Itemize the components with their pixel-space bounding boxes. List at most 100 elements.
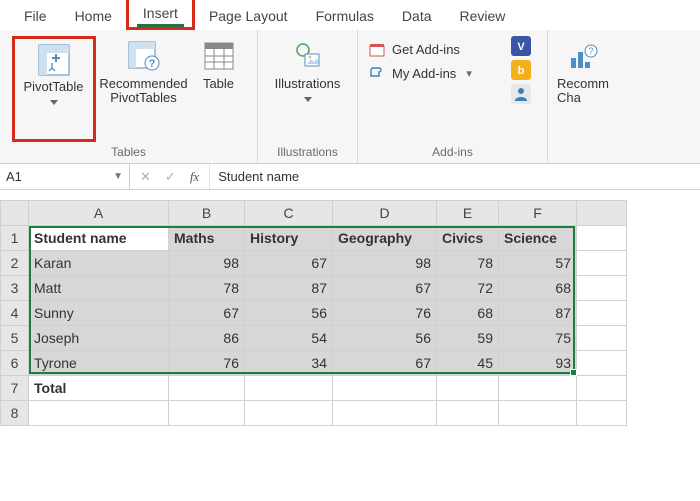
cell[interactable]: Science xyxy=(499,226,577,251)
cell[interactable]: Sunny xyxy=(29,301,169,326)
cell[interactable]: 93 xyxy=(499,351,577,376)
cell[interactable]: 56 xyxy=(333,326,437,351)
cell[interactable]: 68 xyxy=(437,301,499,326)
cell[interactable] xyxy=(169,376,245,401)
cell[interactable] xyxy=(245,376,333,401)
cell[interactable]: 68 xyxy=(499,276,577,301)
column-header[interactable]: B xyxy=(169,201,245,226)
cell[interactable]: 78 xyxy=(169,276,245,301)
cell[interactable] xyxy=(577,301,627,326)
get-addins-button[interactable]: Get Add-ins xyxy=(368,40,493,58)
column-header[interactable]: F xyxy=(499,201,577,226)
cell[interactable] xyxy=(29,401,169,426)
row-header[interactable]: 7 xyxy=(1,376,29,401)
column-header[interactable]: E xyxy=(437,201,499,226)
bing-icon[interactable]: b xyxy=(511,60,533,82)
column-header[interactable]: C xyxy=(245,201,333,226)
tab-data[interactable]: Data xyxy=(388,3,446,30)
cell[interactable]: 67 xyxy=(333,276,437,301)
row-header[interactable]: 4 xyxy=(1,301,29,326)
group-label-tables: Tables xyxy=(111,142,146,163)
cell[interactable]: 45 xyxy=(437,351,499,376)
cell[interactable]: 75 xyxy=(499,326,577,351)
cell[interactable]: 67 xyxy=(169,301,245,326)
tab-formulas[interactable]: Formulas xyxy=(302,3,388,30)
cell[interactable]: Maths xyxy=(169,226,245,251)
cell[interactable] xyxy=(437,401,499,426)
cell[interactable]: 56 xyxy=(245,301,333,326)
cell[interactable]: 87 xyxy=(245,276,333,301)
cancel-icon[interactable]: ✕ xyxy=(140,169,151,185)
tab-review[interactable]: Review xyxy=(446,3,520,30)
cell[interactable]: 67 xyxy=(245,251,333,276)
row-header[interactable]: 3 xyxy=(1,276,29,301)
tab-home[interactable]: Home xyxy=(61,3,126,30)
cell[interactable]: History xyxy=(245,226,333,251)
cell[interactable]: Geography xyxy=(333,226,437,251)
illustrations-button[interactable]: Illustrations xyxy=(266,36,350,142)
cell[interactable]: 54 xyxy=(245,326,333,351)
cell[interactable]: Civics xyxy=(437,226,499,251)
cell[interactable] xyxy=(437,376,499,401)
row-header[interactable]: 6 xyxy=(1,351,29,376)
row-header[interactable]: 1 xyxy=(1,226,29,251)
tab-insert[interactable]: Insert xyxy=(126,0,195,30)
cell[interactable]: 34 xyxy=(245,351,333,376)
cell[interactable]: 67 xyxy=(333,351,437,376)
people-icon[interactable] xyxy=(511,84,533,106)
row-header[interactable]: 8 xyxy=(1,401,29,426)
cell[interactable] xyxy=(499,401,577,426)
cell[interactable]: 59 xyxy=(437,326,499,351)
cell[interactable] xyxy=(577,376,627,401)
cell[interactable]: 76 xyxy=(169,351,245,376)
cell[interactable] xyxy=(577,326,627,351)
column-header[interactable] xyxy=(577,201,627,226)
cell[interactable]: Student name xyxy=(29,226,169,251)
addin-icon xyxy=(368,64,386,82)
cell[interactable]: Total xyxy=(29,376,169,401)
svg-text:?: ? xyxy=(148,58,155,70)
enter-icon[interactable]: ✓ xyxy=(165,169,176,185)
cell[interactable]: Matt xyxy=(29,276,169,301)
tab-page-layout[interactable]: Page Layout xyxy=(195,3,302,30)
recommended-pivottables-icon: ? xyxy=(127,40,161,74)
cell[interactable] xyxy=(577,276,627,301)
my-addins-button[interactable]: My Add-ins ▾ xyxy=(368,64,493,82)
cell[interactable] xyxy=(577,401,627,426)
cell[interactable]: Tyrone xyxy=(29,351,169,376)
row-header[interactable]: 5 xyxy=(1,326,29,351)
cell[interactable]: 98 xyxy=(333,251,437,276)
spreadsheet-grid[interactable]: ABCDEF 1Student nameMathsHistoryGeography… xyxy=(0,200,627,426)
cell[interactable]: 78 xyxy=(437,251,499,276)
visio-icon[interactable]: V xyxy=(511,36,533,58)
formula-input[interactable]: Student name xyxy=(209,164,700,189)
cell[interactable] xyxy=(577,251,627,276)
column-header[interactable]: D xyxy=(333,201,437,226)
select-all-corner[interactable] xyxy=(1,201,29,226)
cell[interactable] xyxy=(499,376,577,401)
name-box[interactable]: A1 ▼ xyxy=(0,164,130,189)
cell[interactable] xyxy=(169,401,245,426)
column-header[interactable]: A xyxy=(29,201,169,226)
recommended-charts-label: Recomm Cha xyxy=(557,77,609,105)
recommended-charts-button[interactable]: ? Recomm Cha xyxy=(548,36,618,163)
cell[interactable] xyxy=(333,376,437,401)
cell[interactable]: 98 xyxy=(169,251,245,276)
cell[interactable] xyxy=(245,401,333,426)
cell[interactable]: 86 xyxy=(169,326,245,351)
cell[interactable] xyxy=(577,226,627,251)
cell[interactable]: 57 xyxy=(499,251,577,276)
cell[interactable] xyxy=(577,351,627,376)
cell[interactable]: 87 xyxy=(499,301,577,326)
pivottable-button[interactable]: PivotTable xyxy=(12,36,96,142)
fx-icon[interactable]: fx xyxy=(190,169,199,185)
cell[interactable]: Joseph xyxy=(29,326,169,351)
cell[interactable]: 76 xyxy=(333,301,437,326)
cell[interactable] xyxy=(333,401,437,426)
table-button[interactable]: Table xyxy=(192,36,246,142)
cell[interactable]: 72 xyxy=(437,276,499,301)
cell[interactable]: Karan xyxy=(29,251,169,276)
tab-file[interactable]: File xyxy=(10,3,61,30)
row-header[interactable]: 2 xyxy=(1,251,29,276)
recommended-pivottables-button[interactable]: ? Recommended PivotTables xyxy=(102,36,186,142)
